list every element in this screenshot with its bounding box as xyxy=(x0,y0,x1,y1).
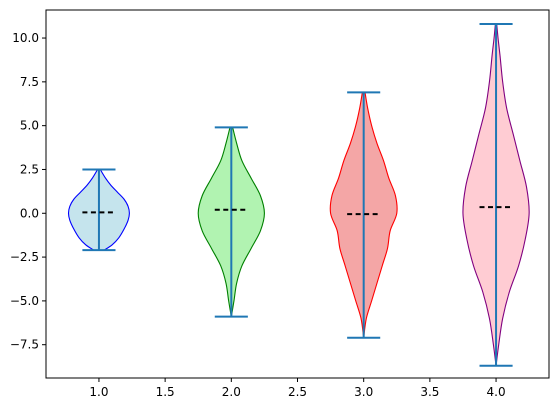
plot-frame xyxy=(45,9,550,379)
y-tick-label: 7.5 xyxy=(20,75,39,89)
y-tick-label: −2.5 xyxy=(10,250,39,264)
y-tick-label: 5.0 xyxy=(20,119,39,133)
x-tick-label: 2.5 xyxy=(288,385,307,399)
x-tick-label: 3.0 xyxy=(354,385,373,399)
x-tick-label: 3.5 xyxy=(420,385,439,399)
y-tick-label: 2.5 xyxy=(20,162,39,176)
y-tick-label: 10.0 xyxy=(12,31,39,45)
x-tick-label: 4.0 xyxy=(487,385,506,399)
y-tick-label: 0.0 xyxy=(20,206,39,220)
x-tick-label: 1.0 xyxy=(89,385,108,399)
y-tick-label: −5.0 xyxy=(10,294,39,308)
violins-layer xyxy=(67,23,530,367)
ticks-layer: 1.0 1.5 2.0 2.5 3.0 3.5 4.0 −7.5 −5.0 −2.5 0.0 2.5 5… xyxy=(10,31,506,399)
x-tick-label: 1.5 xyxy=(156,385,175,399)
x-tick-label: 2.0 xyxy=(222,385,241,399)
y-tick-label: −7.5 xyxy=(10,338,39,352)
